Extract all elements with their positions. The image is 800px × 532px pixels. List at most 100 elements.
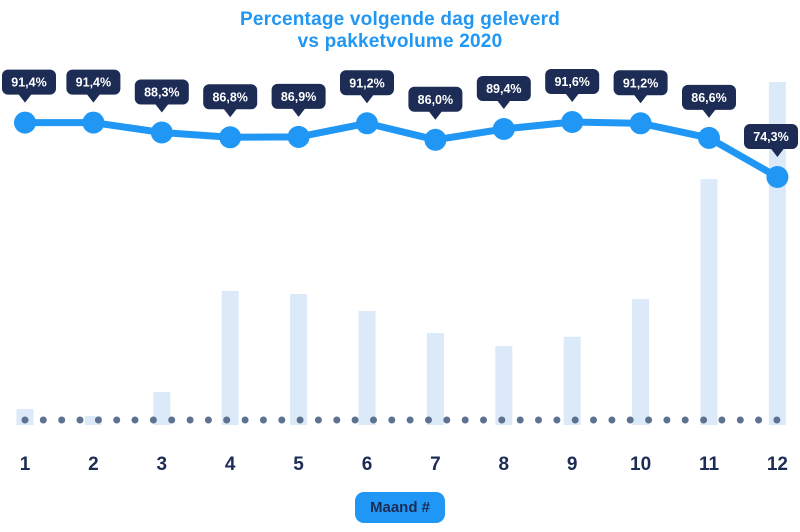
value-tooltip-label: 86,0% bbox=[418, 93, 453, 107]
value-tooltip-label: 86,6% bbox=[691, 91, 726, 105]
chart-title-line2: vs pakketvolume 2020 bbox=[297, 31, 503, 52]
baseline-dot bbox=[626, 416, 634, 424]
value-tooltip-label: 91,4% bbox=[76, 76, 111, 90]
data-point-marker bbox=[150, 121, 173, 144]
baseline-dot bbox=[204, 416, 212, 424]
month-label: 7 bbox=[430, 454, 441, 475]
baseline-dot bbox=[590, 416, 597, 424]
baseline-dot bbox=[370, 416, 377, 424]
baseline-dot bbox=[168, 416, 176, 424]
volume-bar bbox=[153, 392, 171, 425]
baseline-dot bbox=[773, 416, 781, 424]
baseline-dot bbox=[94, 416, 102, 424]
value-tooltip-tail bbox=[86, 93, 101, 103]
value-tooltip-label: 91,4% bbox=[11, 76, 46, 90]
baseline-dot bbox=[333, 416, 341, 424]
value-tooltip-box bbox=[2, 69, 56, 95]
value-tooltip: 91,4% bbox=[66, 69, 121, 103]
value-tooltip: 86,6% bbox=[682, 84, 736, 118]
value-tooltip-label: 89,4% bbox=[486, 82, 521, 96]
value-tooltip-label: 91,6% bbox=[554, 75, 589, 89]
baseline-dot bbox=[259, 416, 267, 424]
baseline-dot bbox=[608, 416, 616, 424]
x-axis-label-badge: Maand # bbox=[354, 492, 446, 523]
baseline-dot bbox=[241, 416, 249, 424]
data-point-marker bbox=[14, 111, 36, 134]
baseline-dot bbox=[663, 416, 671, 424]
baseline-dot bbox=[21, 416, 29, 424]
baseline-dot bbox=[736, 416, 744, 424]
value-tooltip-label: 91,2% bbox=[349, 76, 384, 90]
baseline-dot bbox=[39, 416, 47, 424]
value-tooltip: 86,0% bbox=[408, 86, 463, 120]
volume-bar bbox=[426, 333, 444, 425]
value-tooltip: 91,6% bbox=[545, 69, 600, 102]
baseline-dot bbox=[516, 416, 524, 424]
baseline-dot bbox=[149, 416, 157, 424]
baseline-dot bbox=[76, 416, 84, 424]
data-point-marker bbox=[766, 166, 789, 188]
value-tooltip-tail bbox=[223, 108, 238, 118]
volume-bar bbox=[700, 179, 718, 425]
value-tooltip-box bbox=[682, 84, 736, 110]
month-label: 9 bbox=[567, 454, 578, 475]
chart-canvas: 91,4% 91,4% 88,3% 86,8% 86,9% 91,2% 86,0% 89,4%… bbox=[2, 69, 798, 475]
value-tooltip-tail bbox=[565, 93, 580, 102]
baseline-dot bbox=[535, 416, 542, 424]
value-tooltip-box bbox=[744, 124, 798, 149]
month-label: 3 bbox=[157, 454, 168, 475]
chart-title: Percentage volgende dag geleverd vs pakk… bbox=[0, 0, 800, 53]
baseline-dot bbox=[498, 416, 506, 424]
value-tooltip: 91,4% bbox=[2, 69, 56, 103]
month-label: 2 bbox=[88, 454, 99, 475]
baseline-dot bbox=[571, 416, 579, 424]
value-tooltip-tail bbox=[154, 103, 169, 113]
data-point-marker bbox=[698, 126, 720, 149]
volume-bar bbox=[221, 290, 239, 425]
baseline-dot bbox=[645, 416, 653, 424]
value-tooltip: 91,2% bbox=[340, 70, 394, 104]
chart-title-line1: Percentage volgende dag geleverd bbox=[239, 9, 560, 30]
data-point-marker bbox=[356, 112, 378, 135]
baseline-dot bbox=[388, 416, 396, 424]
value-tooltip: 89,4% bbox=[476, 76, 531, 109]
volume-bar bbox=[563, 336, 581, 425]
value-tooltip-box bbox=[203, 84, 258, 110]
value-tooltip-box bbox=[134, 79, 189, 105]
baseline-dot bbox=[58, 416, 66, 424]
baseline-dot bbox=[553, 416, 561, 424]
value-tooltip: 86,9% bbox=[271, 83, 326, 117]
baseline-dot bbox=[461, 416, 469, 424]
value-tooltip-box bbox=[340, 70, 394, 96]
value-tooltip: 88,3% bbox=[134, 79, 189, 113]
baseline-dot bbox=[186, 416, 194, 424]
percentage-line bbox=[21, 118, 781, 181]
value-tooltip-tail bbox=[496, 100, 511, 109]
value-tooltip: 74,3% bbox=[744, 124, 798, 157]
value-tooltip: 91,2% bbox=[613, 70, 668, 104]
month-label: 12 bbox=[767, 454, 788, 475]
value-tooltip-tail bbox=[360, 94, 374, 104]
volume-bar bbox=[290, 294, 308, 425]
data-point-marker bbox=[219, 126, 242, 149]
value-tooltip-box bbox=[476, 76, 531, 101]
month-label: 4 bbox=[225, 454, 236, 475]
month-label: 11 bbox=[699, 454, 720, 475]
value-tooltip-label: 74,3% bbox=[753, 130, 788, 144]
value-tooltip-label: 91,2% bbox=[623, 76, 658, 90]
baseline-dot bbox=[718, 416, 726, 424]
volume-bar bbox=[495, 346, 513, 425]
value-tooltip-box bbox=[271, 83, 326, 109]
chart-area: 91,4% 91,4% 88,3% 86,8% 86,9% 91,2% 86,0% 89,4%… bbox=[0, 55, 800, 475]
baseline-dot bbox=[425, 416, 432, 424]
baseline-dot bbox=[278, 416, 286, 424]
data-point-marker bbox=[287, 125, 310, 148]
value-tooltip-label: 86,9% bbox=[281, 90, 316, 104]
month-label: 10 bbox=[630, 454, 651, 475]
month-label: 5 bbox=[293, 454, 304, 475]
volume-bar bbox=[632, 299, 650, 425]
data-point-marker bbox=[561, 111, 584, 133]
baseline-dot bbox=[314, 416, 322, 424]
value-tooltip-tail bbox=[770, 148, 785, 157]
